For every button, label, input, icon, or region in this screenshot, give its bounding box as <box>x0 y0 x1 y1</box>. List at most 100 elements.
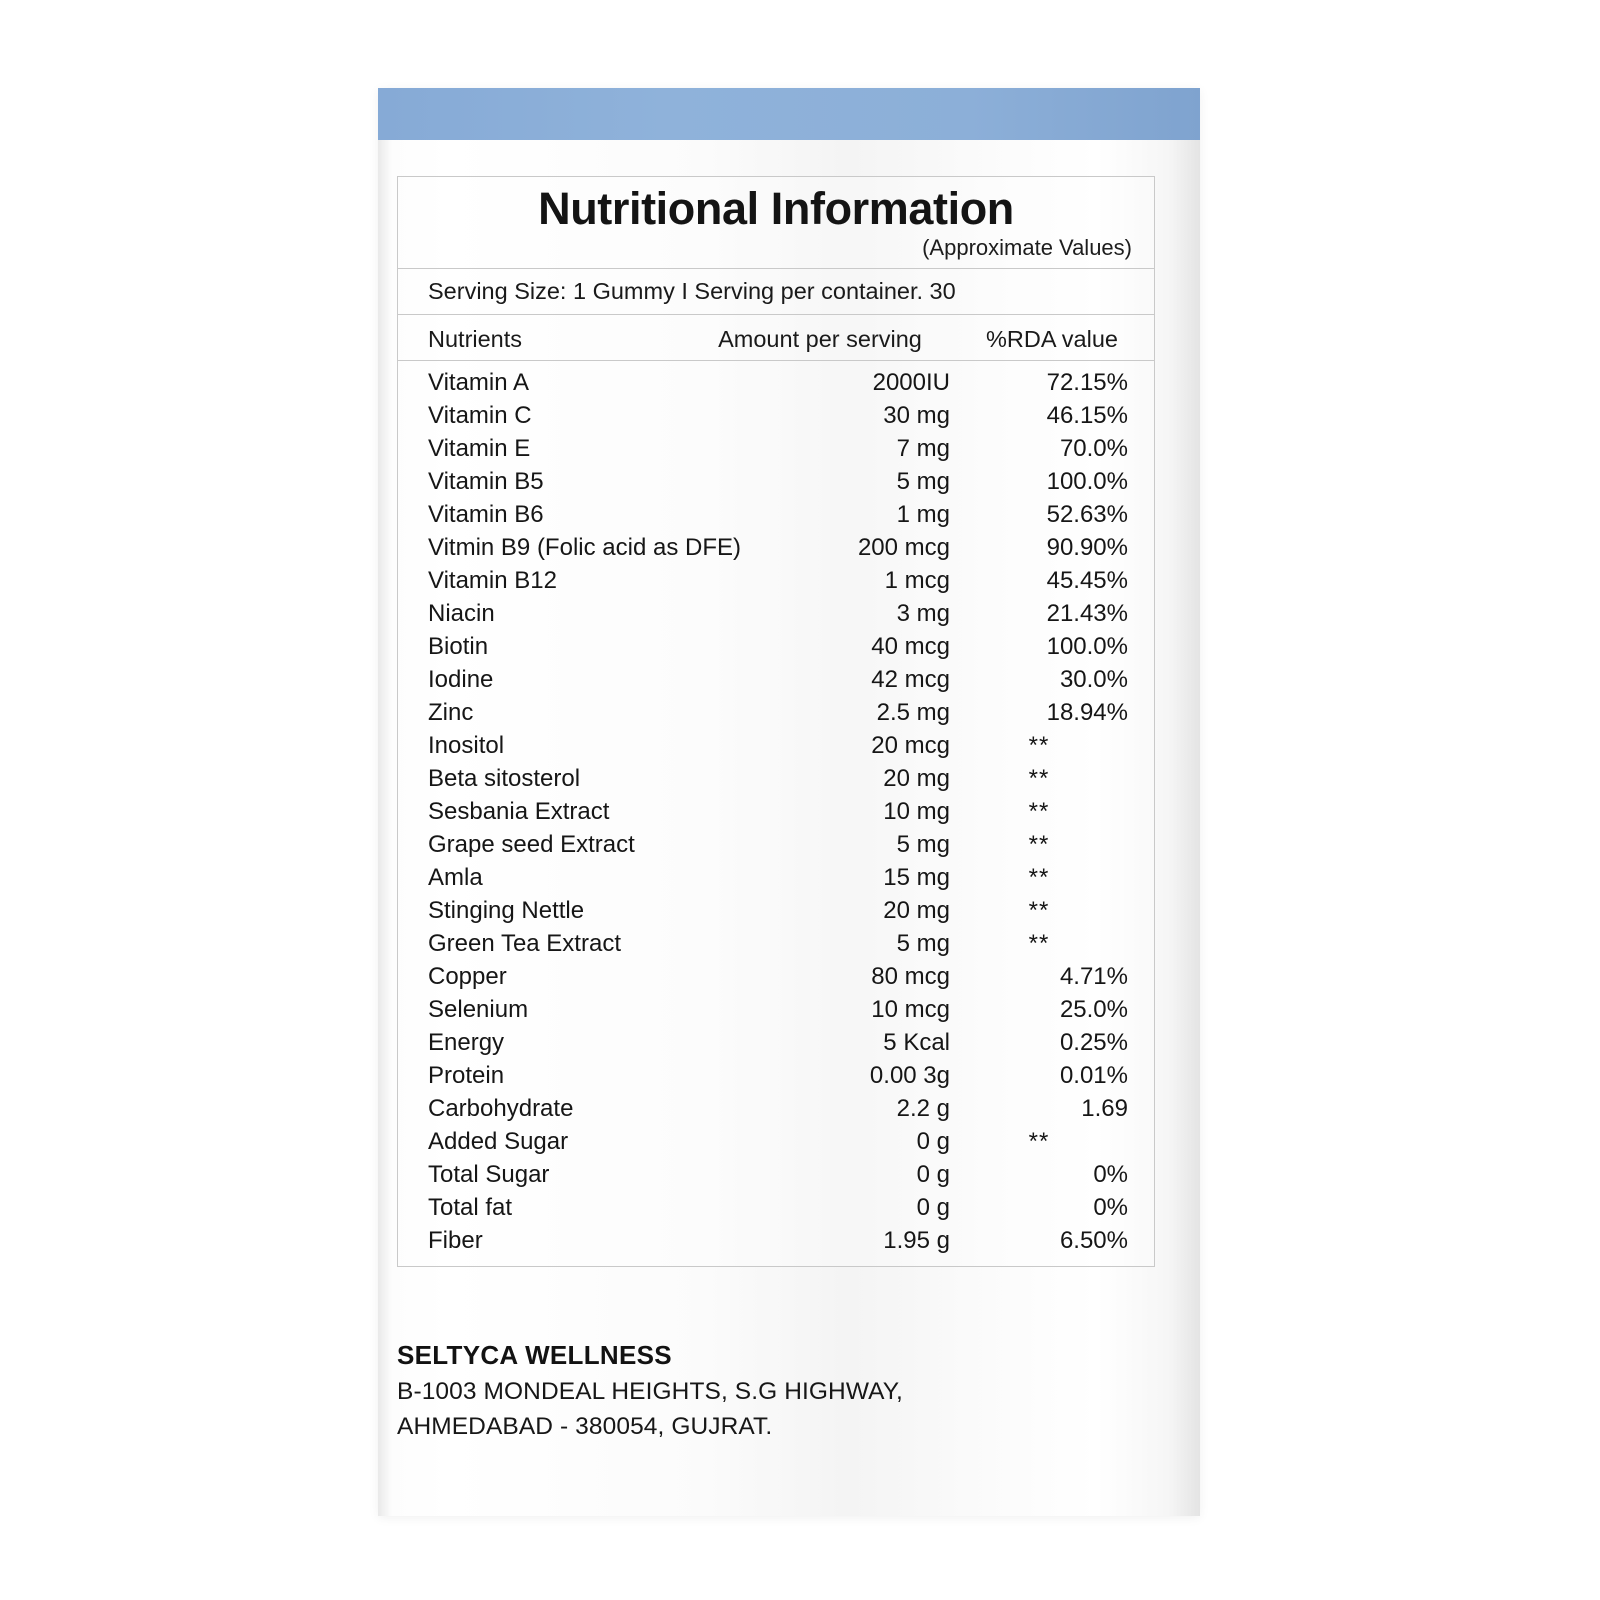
nutrient-name: Vitamin B5 <box>428 467 544 495</box>
nutrient-amount: 5 Kcal <box>883 1028 950 1056</box>
table-row: Vitamin A 2000IU 72.15% <box>398 367 1154 400</box>
nutrient-rda-value: 52.63% <box>1046 500 1128 528</box>
nutrient-name: Zinc <box>428 698 474 726</box>
nutrient-amount: 15 mg <box>883 863 950 891</box>
table-row: Total Sugar 0 g 0% <box>398 1159 1154 1192</box>
table-row: Green Tea Extract 5 mg ** <box>398 928 1154 961</box>
nutrient-name: Vitmin B9 (Folic acid as DFE) <box>428 533 741 561</box>
table-row: Copper 80 mcg 4.71% <box>398 961 1154 994</box>
nutrient-rda-value: 100.0% <box>1046 467 1128 495</box>
nutrient-amount: 1 mcg <box>884 566 950 594</box>
nutrient-rda-value: 45.45% <box>1046 566 1128 594</box>
nutrient-rda-value: ** <box>1028 797 1050 825</box>
nutrient-name: Energy <box>428 1028 505 1056</box>
nutrient-rda-value: ** <box>1028 896 1050 924</box>
nutrient-amount: 1.95 g <box>883 1226 950 1254</box>
table-row: Vitamin E 7 mg 70.0% <box>398 433 1154 466</box>
nutrient-amount: 40 mcg <box>871 632 950 660</box>
table-row: Fiber 1.95 g 6.50% <box>398 1225 1154 1258</box>
table-row: Vitamin C 30 mg 46.15% <box>398 400 1154 433</box>
company-address-line-1: B-1003 MONDEAL HEIGHTS, S.G HIGHWAY, <box>397 1378 903 1405</box>
nutrient-name: Green Tea Extract <box>428 929 621 957</box>
table-row: Energy 5 Kcal 0.25% <box>398 1027 1154 1060</box>
nutrient-rda-value: 21.43% <box>1046 599 1128 627</box>
table-row: Niacin 3 mg 21.43% <box>398 598 1154 631</box>
nutrient-name: Selenium <box>428 995 529 1023</box>
nutrient-name: Grape seed Extract <box>428 830 635 858</box>
nutrient-name: Vitamin E <box>428 434 531 462</box>
table-row: Added Sugar 0 g ** <box>398 1126 1154 1159</box>
nutrient-amount: 20 mg <box>883 896 950 924</box>
nutrient-amount: 0 g <box>916 1193 950 1221</box>
nutrient-amount: 7 mg <box>896 434 950 462</box>
company-name: SELTYCA WELLNESS <box>397 1340 672 1370</box>
table-row: Total fat 0 g 0% <box>398 1192 1154 1225</box>
nutrient-rda-value: ** <box>1028 830 1050 858</box>
table-column-headers: Nutrients Amount per serving %RDA value <box>398 315 1154 361</box>
nutrient-rda-value: 4.71% <box>1059 962 1128 990</box>
nutrient-amount: 2000IU <box>872 368 950 396</box>
nutrient-name: Iodine <box>428 665 494 693</box>
nutrient-rda-value: 0% <box>1093 1160 1128 1188</box>
panel-title-section: Nutritional Information (Approximate Val… <box>398 177 1154 269</box>
nutrient-amount: 20 mcg <box>871 731 950 759</box>
nutrient-rda-value: 70.0% <box>1059 434 1128 462</box>
table-row: Sesbania Extract 10 mg ** <box>398 796 1154 829</box>
nutrient-rda-value: 1.69 <box>1081 1094 1128 1122</box>
table-row: Biotin 40 mcg 100.0% <box>398 631 1154 664</box>
table-row: Amla 15 mg ** <box>398 862 1154 895</box>
nutrient-name: Vitamin A <box>428 368 529 396</box>
nutrient-rda-value: 46.15% <box>1046 401 1128 429</box>
nutrient-rda-value: 30.0% <box>1059 665 1128 693</box>
nutrient-name: Carbohydrate <box>428 1094 574 1122</box>
column-header-nutrients: Nutrients <box>428 325 523 352</box>
table-row: Protein 0.00 3g 0.01% <box>398 1060 1154 1093</box>
nutrient-rows: Vitamin A 2000IU 72.15% Vitamin C 30 mg 46.15… <box>398 361 1154 1266</box>
nutrient-rda-value: 90.90% <box>1046 533 1128 561</box>
nutrient-amount: 0 g <box>916 1160 950 1188</box>
nutrient-amount: 5 mg <box>896 929 950 957</box>
table-row: Beta sitosterol 20 mg ** <box>398 763 1154 796</box>
nutrient-amount: 5 mg <box>896 467 950 495</box>
nutrient-name: Stinging Nettle <box>428 896 585 924</box>
table-row: Iodine 42 mcg 30.0% <box>398 664 1154 697</box>
company-address-line-2: AHMEDABAD - 380054, GUJRAT. <box>397 1413 773 1440</box>
product-package: Nutritional Information (Approximate Val… <box>378 88 1200 1516</box>
nutrition-facts-panel: Nutritional Information (Approximate Val… <box>397 176 1155 1267</box>
table-row: Stinging Nettle 20 mg ** <box>398 895 1154 928</box>
nutrient-rda-value: 72.15% <box>1046 368 1128 396</box>
nutrient-amount: 0.00 3g <box>869 1061 950 1089</box>
nutrient-rda-value: 0% <box>1093 1193 1128 1221</box>
nutrient-name: Biotin <box>428 632 489 660</box>
package-header-band <box>378 88 1200 140</box>
nutrient-rda-value: 6.50% <box>1059 1226 1128 1254</box>
nutrient-name: Protein <box>428 1061 505 1089</box>
nutrient-rda-value: ** <box>1028 1127 1050 1155</box>
nutrient-rda-value: 25.0% <box>1059 995 1128 1023</box>
panel-subtitle: (Approximate Values) <box>922 234 1132 260</box>
table-row: Grape seed Extract 5 mg ** <box>398 829 1154 862</box>
nutrient-amount: 0 g <box>916 1127 950 1155</box>
nutrient-amount: 5 mg <box>896 830 950 858</box>
nutrient-name: Total fat <box>428 1193 513 1221</box>
serving-size-line: Serving Size: 1 Gummy I Serving per cont… <box>398 269 1154 315</box>
nutrient-name: Inositol <box>428 731 505 759</box>
nutrient-amount: 2.2 g <box>896 1094 950 1122</box>
nutrient-name: Total Sugar <box>428 1160 550 1188</box>
nutrient-name: Copper <box>428 962 507 990</box>
nutrient-name: Niacin <box>428 599 495 627</box>
nutrient-amount: 30 mg <box>883 401 950 429</box>
nutrient-amount: 42 mcg <box>871 665 950 693</box>
nutrient-amount: 20 mg <box>883 764 950 792</box>
nutrient-name: Vitamin C <box>428 401 532 429</box>
nutrient-name: Vitamin B12 <box>428 566 557 594</box>
nutrient-amount: 80 mcg <box>871 962 950 990</box>
nutrient-rda-value: 18.94% <box>1046 698 1128 726</box>
nutrient-name: Added Sugar <box>428 1127 569 1155</box>
nutrient-name: Fiber <box>428 1226 483 1254</box>
nutrient-name: Sesbania Extract <box>428 797 610 825</box>
column-header-rda: %RDA value <box>986 325 1118 352</box>
nutrient-name: Beta sitosterol <box>428 764 581 792</box>
table-row: Inositol 20 mcg ** <box>398 730 1154 763</box>
table-row: Vitamin B5 5 mg 100.0% <box>398 466 1154 499</box>
